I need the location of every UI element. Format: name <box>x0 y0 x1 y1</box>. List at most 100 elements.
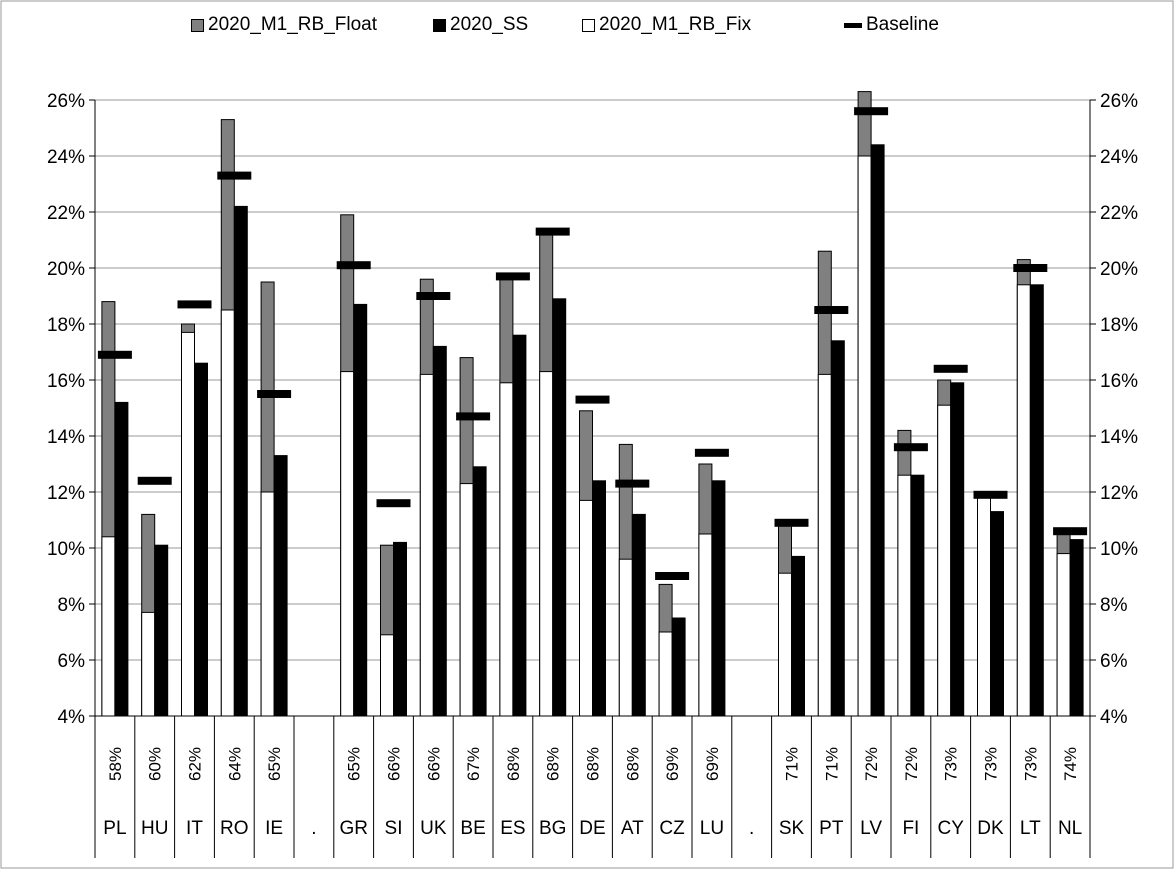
bar-ss <box>432 345 447 717</box>
bar-fix <box>579 499 593 717</box>
y-tick-label-left: 22% <box>47 203 85 224</box>
y-tick-label-left: 6% <box>58 651 86 672</box>
x-sub-label: 73% <box>982 747 1001 781</box>
y-tick-label-left: 8% <box>58 595 86 616</box>
legend-item-baseline: Baseline <box>844 14 939 36</box>
bar-ss <box>472 466 487 717</box>
y-tick-label-left: 12% <box>47 483 85 504</box>
bar-fix <box>698 533 713 717</box>
x-sub-label: 69% <box>663 747 682 781</box>
x-tick-label: PL <box>103 818 126 839</box>
bar-ss <box>711 480 726 717</box>
x-tick-label: SI <box>385 818 403 839</box>
x-tick-label: IE <box>265 818 283 839</box>
bar-fix <box>977 497 991 717</box>
bar-ss <box>791 555 805 717</box>
bar-fix <box>141 611 156 717</box>
bar-fix <box>380 634 394 717</box>
x-sub-label: 68% <box>544 747 563 781</box>
x-tick-label: CY <box>937 818 964 839</box>
baseline-marker <box>336 261 371 270</box>
bar-fix <box>618 558 633 717</box>
baseline-marker <box>1013 264 1048 272</box>
baseline-marker <box>416 292 451 300</box>
legend-line-baseline <box>844 22 862 28</box>
bar-fix <box>817 373 832 717</box>
bar-fix <box>778 572 792 717</box>
baseline-marker <box>217 171 252 180</box>
baseline-marker <box>97 350 132 359</box>
baseline-marker <box>893 443 928 452</box>
bar-ss <box>393 541 407 717</box>
legend-swatch-float <box>191 18 204 32</box>
bar-fix <box>340 371 355 717</box>
y-tick-label-left: 26% <box>47 91 85 112</box>
x-tick-label: UK <box>420 818 447 839</box>
baseline-marker <box>257 390 292 398</box>
baseline-marker <box>137 476 172 485</box>
y-tick-label-right: 6% <box>1100 651 1128 672</box>
y-tick-label-right: 12% <box>1100 483 1138 504</box>
bar-ss <box>194 362 208 717</box>
baseline-marker <box>535 227 570 236</box>
y-tick-label-left: 10% <box>47 539 85 560</box>
baseline-marker <box>933 364 968 373</box>
baseline-marker <box>655 572 690 580</box>
bar-ss <box>671 617 686 717</box>
x-tick-label: RO <box>220 818 249 839</box>
x-sub-label: 66% <box>424 747 443 781</box>
x-sub-label: 68% <box>504 747 523 781</box>
baseline-marker <box>774 518 809 527</box>
x-tick-label: DK <box>977 818 1004 839</box>
baseline-marker <box>814 306 849 314</box>
legend: 2020_M1_RB_Float 2020_SS 2020_M1_RB_Fix … <box>0 14 1174 44</box>
x-sub-label: 71% <box>783 747 802 781</box>
legend-item-ss: 2020_SS <box>433 14 528 36</box>
baseline-marker <box>456 412 491 421</box>
bar-ss <box>154 544 169 717</box>
y-tick-label-left: 14% <box>47 427 85 448</box>
y-tick-label-left: 18% <box>47 315 85 336</box>
x-tick-label: FI <box>902 818 919 839</box>
bar-ss <box>870 144 885 717</box>
x-sub-label: 72% <box>862 747 881 781</box>
baseline-marker <box>495 272 530 281</box>
y-tick-label-right: 26% <box>1100 91 1138 112</box>
bar-fix <box>419 373 434 717</box>
x-tick-label: IT <box>186 818 203 839</box>
bar-ss <box>592 480 606 717</box>
bar-fix <box>459 483 474 717</box>
x-tick-label: NL <box>1058 818 1082 839</box>
y-tick-label-right: 16% <box>1100 371 1138 392</box>
bar-ss <box>552 298 567 717</box>
x-tick-label: LT <box>1020 818 1041 839</box>
x-tick-label: . <box>749 818 754 839</box>
bar-ss <box>830 340 845 717</box>
legend-item-fix: 2020_M1_RB_Fix <box>582 14 751 36</box>
x-sub-label: 64% <box>225 747 244 781</box>
y-tick-label-right: 18% <box>1100 315 1138 336</box>
legend-label-ss: 2020_SS <box>450 14 529 35</box>
x-sub-label: 65% <box>265 747 284 781</box>
bar-fix <box>937 404 952 717</box>
baseline-marker <box>854 107 889 116</box>
legend-label-float: 2020_M1_RB_Float <box>208 14 377 35</box>
y-tick-label-left: 24% <box>47 147 85 168</box>
y-tick-label-right: 14% <box>1100 427 1138 448</box>
bar-fix <box>499 382 514 717</box>
baseline-marker <box>575 395 610 404</box>
x-sub-label: 71% <box>822 747 841 781</box>
x-sub-label: 73% <box>1021 747 1040 781</box>
bar-fix <box>539 371 554 717</box>
legend-swatch-fix <box>582 18 595 32</box>
y-tick-label-right: 22% <box>1100 203 1138 224</box>
x-tick-label: LU <box>700 818 724 839</box>
x-sub-label: 62% <box>186 747 205 781</box>
baseline-marker <box>615 479 650 488</box>
bar-ss <box>1069 539 1084 717</box>
baseline-marker <box>973 490 1008 499</box>
legend-label-fix: 2020_M1_RB_Fix <box>599 14 752 35</box>
x-tick-label: DE <box>579 818 605 839</box>
bar-ss <box>1029 284 1044 717</box>
